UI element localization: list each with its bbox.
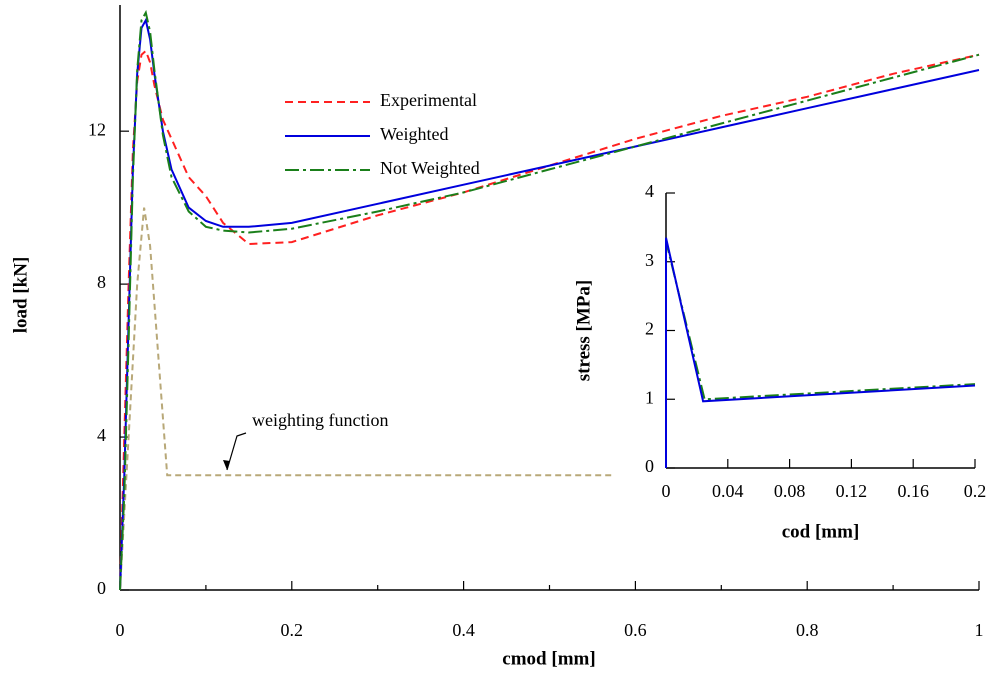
y-tick-label: 4 (97, 425, 106, 445)
inset-background (615, 180, 987, 552)
y-tick-label: 3 (645, 250, 654, 270)
series-line (119, 9, 980, 591)
y-axis-label: load [kN] (10, 257, 31, 334)
legend-label: Experimental (380, 90, 477, 110)
x-tick-label: 0.4 (452, 620, 475, 640)
x-axis-label: cmod [mm] (502, 648, 595, 669)
x-tick-label: 0.2 (964, 481, 987, 501)
weighting-line (119, 207, 954, 591)
annotation-label: weighting function (252, 410, 388, 430)
x-tick-label: 0.6 (624, 620, 647, 640)
x-tick-label: 0 (116, 620, 125, 640)
x-tick-label: 0.12 (836, 481, 868, 501)
y-tick-label: 0 (97, 578, 106, 598)
x-tick-label: 0.2 (281, 620, 304, 640)
legend-label: Weighted (380, 124, 449, 144)
x-axis-label: cod [mm] (782, 521, 860, 542)
legend-label: Not Weighted (380, 158, 480, 178)
x-tick-label: 0 (662, 481, 671, 501)
x-tick-label: 0.8 (796, 620, 819, 640)
arrow-head (223, 460, 230, 470)
x-tick-label: 0.08 (774, 481, 806, 501)
y-tick-label: 4 (645, 181, 654, 201)
y-tick-label: 12 (88, 119, 106, 139)
y-axis-label: stress [MPa] (573, 280, 594, 381)
x-tick-label: 1 (975, 620, 984, 640)
y-tick-label: 2 (645, 319, 654, 339)
series-line (665, 237, 976, 468)
y-tick-label: 0 (645, 456, 654, 476)
annotation-arrow (226, 432, 247, 471)
x-tick-label: 0.16 (897, 481, 929, 501)
y-tick-label: 8 (97, 272, 106, 292)
x-tick-label: 0.04 (712, 481, 744, 501)
y-tick-label: 1 (645, 387, 654, 407)
